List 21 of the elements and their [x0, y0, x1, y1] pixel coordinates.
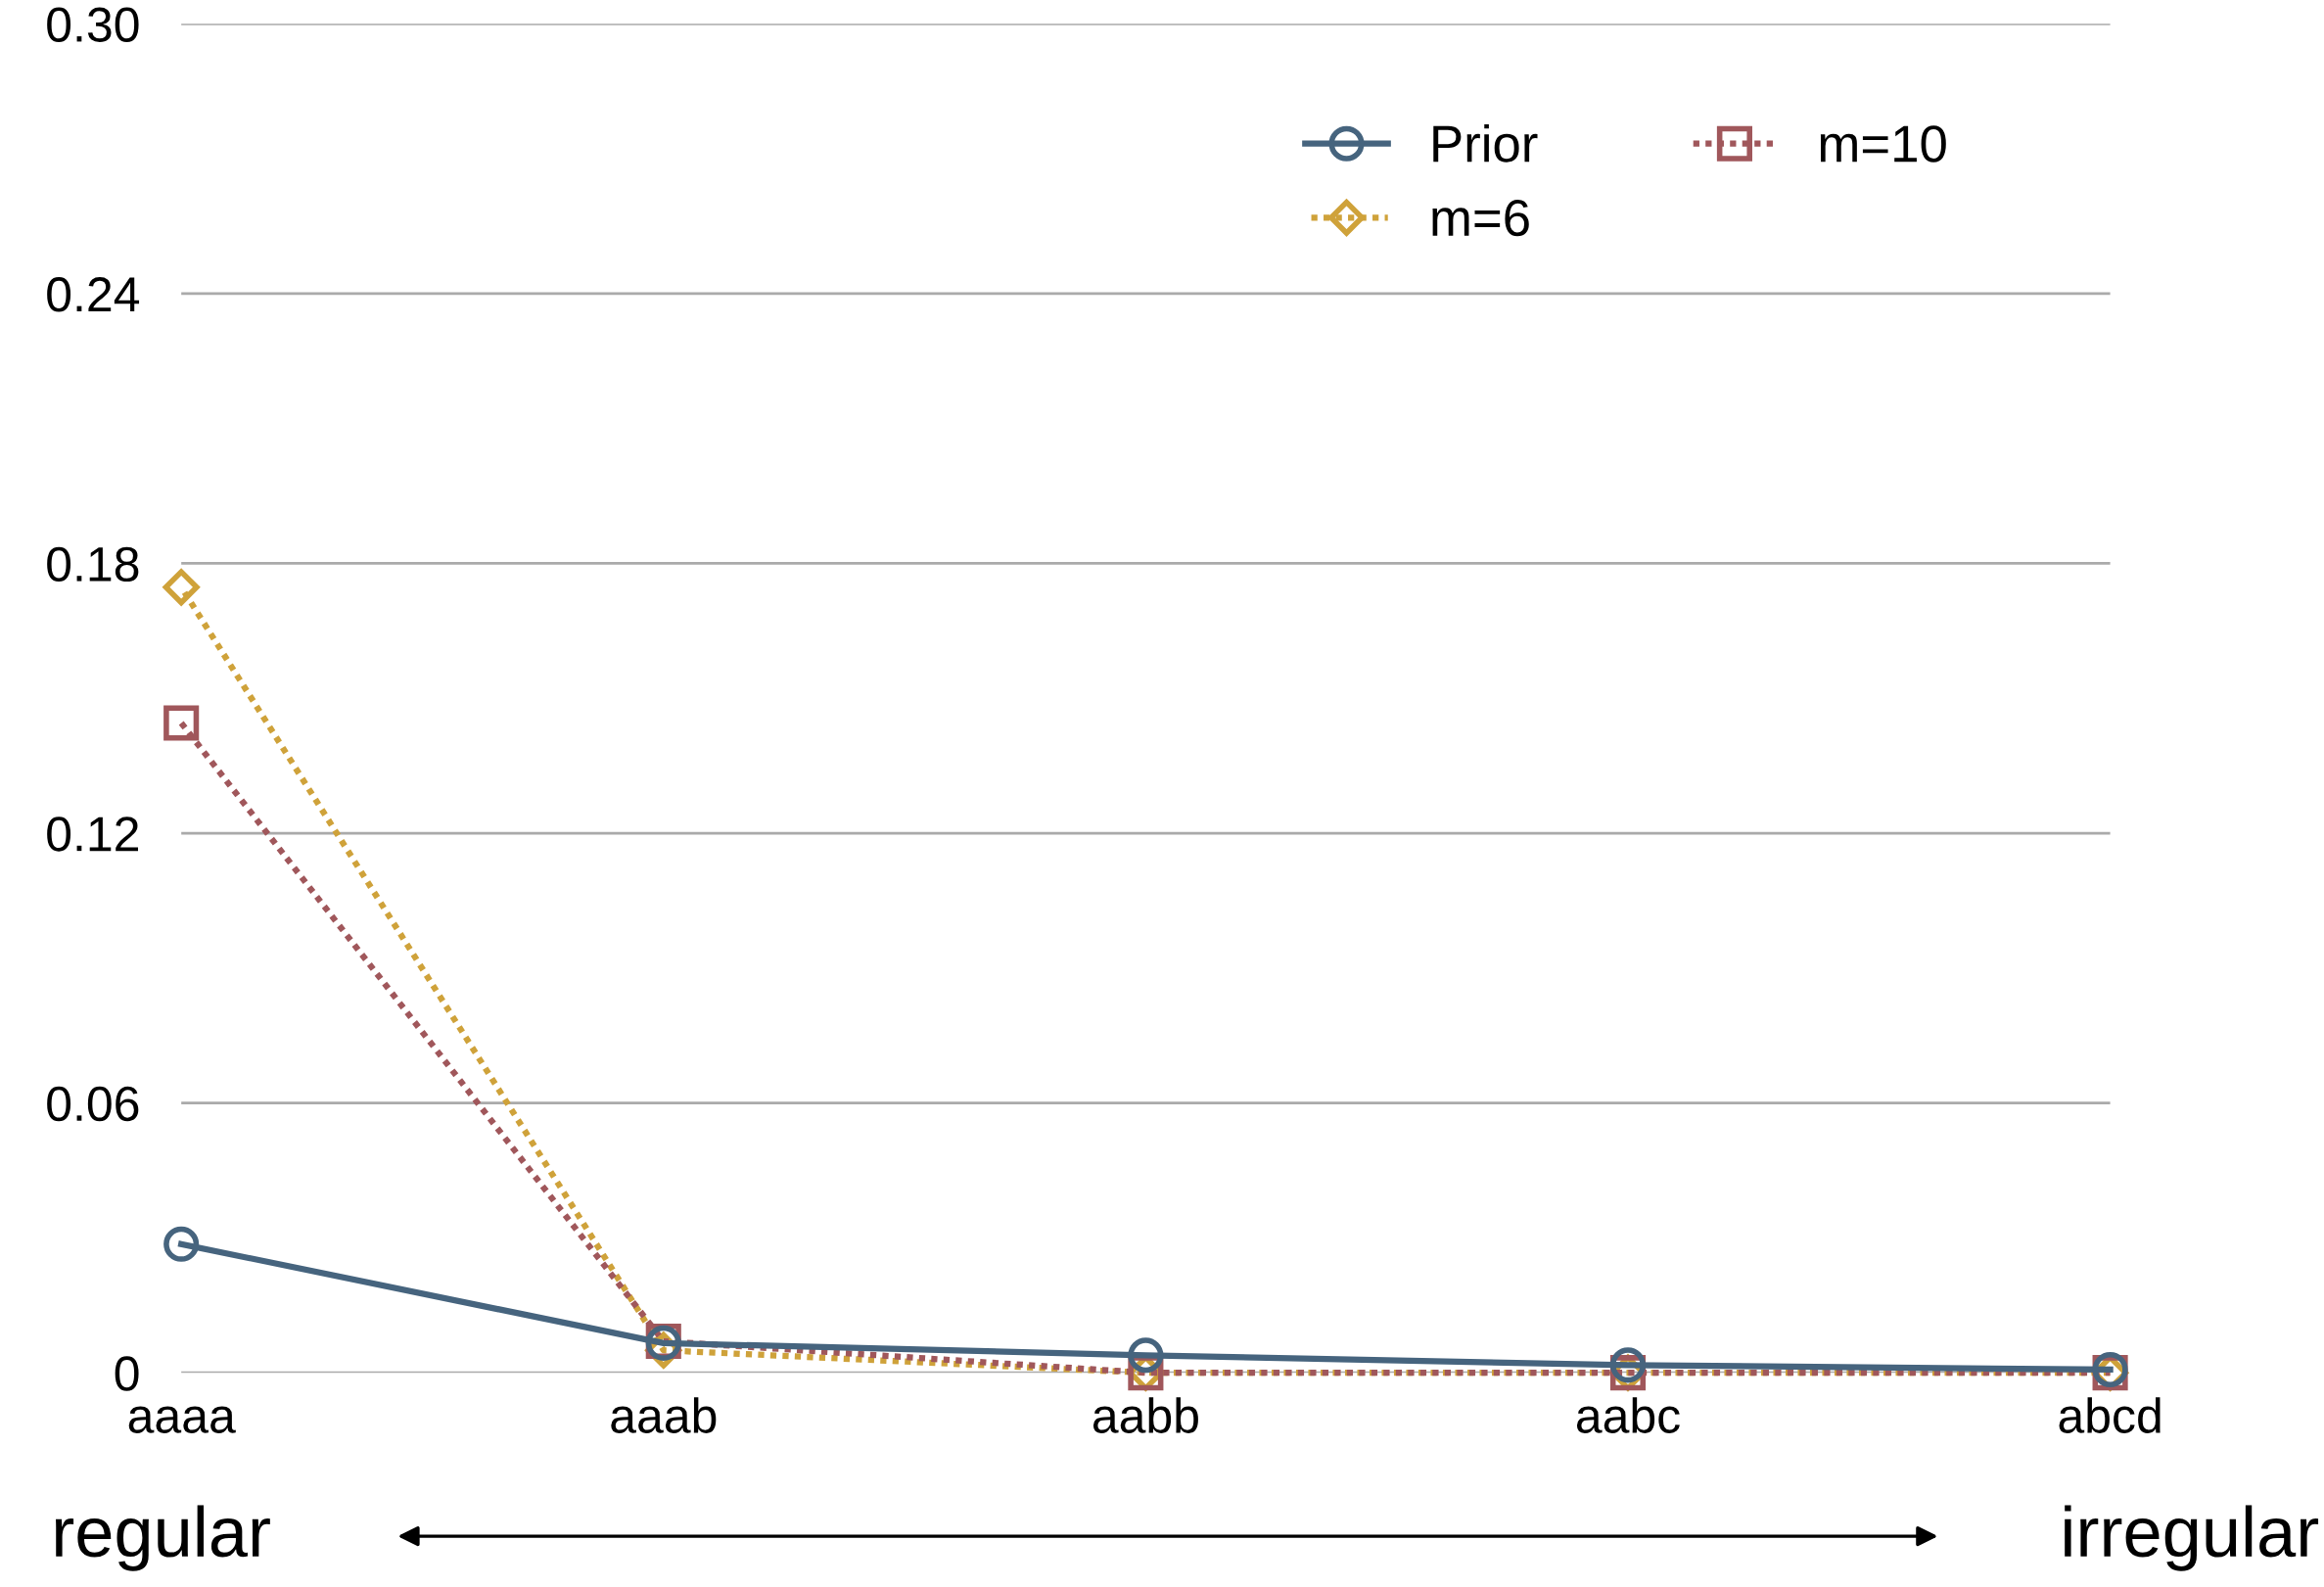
point: [1128, 1337, 1164, 1374]
text: regular: [56, 1505, 270, 1571]
point: [163, 569, 200, 606]
x-tick-label: aaaa: [128, 1406, 236, 1433]
y-tick-label: 0: [115, 1356, 139, 1391]
point: [1609, 1347, 1647, 1383]
x-tick-label: abcd: [2059, 1397, 2161, 1433]
point: [163, 1226, 200, 1262]
x-tick-label: aabc: [1576, 1397, 1680, 1433]
y-tick-label: 0.12: [47, 817, 138, 852]
y-tick-label: 0.18: [47, 546, 139, 583]
y-tick-label: 0.06: [47, 1086, 139, 1122]
y-tick-label: 0.24: [47, 277, 140, 312]
x-tick-label: aabb: [1092, 1397, 1198, 1433]
x-tick-label: aaab: [611, 1397, 717, 1433]
point: [163, 705, 200, 741]
legend-label: Prior: [1433, 123, 1538, 163]
legend-label: m=6: [1432, 199, 1529, 237]
legend-label: m=10: [1820, 125, 1946, 163]
y-tick-label: 0.30: [47, 7, 139, 42]
text: irregular: [2065, 1505, 2319, 1571]
